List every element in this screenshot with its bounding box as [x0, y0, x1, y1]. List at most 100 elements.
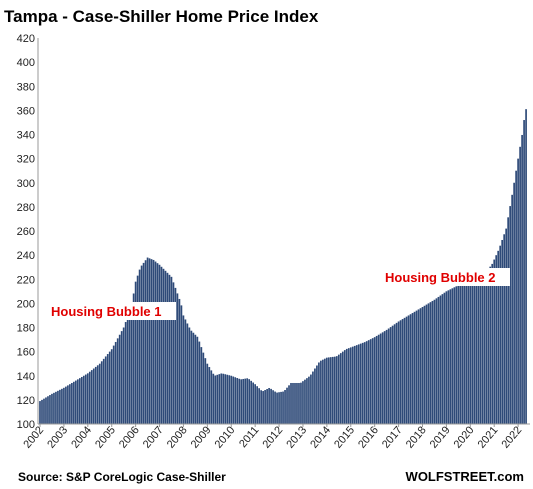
- bar: [347, 348, 350, 424]
- bar: [184, 319, 187, 424]
- bar: [182, 315, 185, 424]
- y-tick-label: 300: [17, 178, 35, 190]
- bar: [417, 309, 420, 424]
- bar: [439, 295, 442, 424]
- bar: [252, 382, 254, 424]
- bar: [294, 382, 296, 424]
- bar: [212, 373, 215, 424]
- bar: [503, 234, 506, 424]
- bar: [431, 300, 434, 424]
- bar: [176, 293, 179, 424]
- bar: [339, 353, 342, 424]
- bar: [425, 304, 428, 424]
- bar: [377, 334, 380, 424]
- bar: [361, 342, 364, 424]
- bar: [178, 298, 181, 424]
- bar: [521, 134, 523, 424]
- bar: [198, 341, 201, 424]
- x-tick-label: 2004: [69, 424, 94, 450]
- bar: [108, 351, 111, 424]
- bar: [373, 337, 376, 424]
- bar: [369, 339, 372, 424]
- bar: [445, 291, 448, 424]
- bar: [266, 389, 268, 424]
- bar: [192, 332, 195, 424]
- bar: [136, 275, 139, 424]
- bar: [491, 263, 494, 424]
- bar: [226, 374, 229, 424]
- bar: [246, 378, 249, 424]
- bar: [389, 327, 392, 424]
- bar: [80, 376, 83, 424]
- bar: [168, 274, 171, 424]
- bar: [132, 293, 135, 424]
- bar: [357, 344, 360, 424]
- bar: [429, 302, 432, 424]
- bar: [260, 390, 262, 424]
- bar: [507, 217, 509, 424]
- bar: [238, 378, 241, 424]
- bar: [65, 386, 67, 424]
- bar: [399, 320, 402, 424]
- bar: [310, 374, 312, 424]
- bar: [148, 258, 151, 424]
- bar: [268, 388, 270, 424]
- bar: [156, 263, 159, 424]
- bar: [230, 375, 233, 424]
- bar: [415, 310, 418, 424]
- bar: [395, 322, 398, 424]
- bar: [391, 325, 394, 424]
- bar: [41, 399, 43, 424]
- bar: [130, 305, 133, 424]
- y-tick-label: 360: [17, 105, 35, 117]
- bar: [501, 239, 504, 424]
- y-tick-label: 240: [17, 250, 35, 262]
- y-tick-label: 260: [17, 226, 35, 238]
- bar: [126, 316, 129, 424]
- bar: [164, 270, 167, 424]
- bar: [222, 373, 225, 424]
- bar: [278, 392, 280, 424]
- bar: [467, 281, 470, 424]
- y-tick-label: 120: [17, 395, 35, 407]
- bar: [224, 374, 227, 424]
- bar: [82, 375, 85, 424]
- annotation-housing-bubble-1: Housing Bubble 1: [46, 302, 176, 320]
- bar: [146, 257, 149, 424]
- bar: [210, 370, 213, 424]
- bar: [353, 345, 356, 424]
- bar: [47, 396, 49, 424]
- bar: [475, 278, 478, 424]
- bar: [162, 268, 165, 424]
- bar: [308, 376, 310, 424]
- bar: [202, 352, 205, 424]
- bar: [465, 282, 468, 424]
- bar: [519, 146, 521, 425]
- bar: [276, 392, 278, 424]
- bar: [479, 275, 482, 424]
- bar: [330, 357, 332, 424]
- bar: [55, 391, 57, 424]
- bar: [144, 260, 147, 424]
- bar: [208, 367, 211, 424]
- bar: [134, 281, 137, 424]
- bar: [469, 280, 472, 424]
- bar: [256, 386, 258, 424]
- bar: [379, 333, 382, 424]
- bar: [67, 385, 69, 424]
- bar: [371, 338, 374, 424]
- bar: [449, 289, 452, 424]
- bar: [337, 354, 340, 424]
- bar: [234, 377, 237, 424]
- bar: [332, 356, 334, 424]
- bar: [154, 261, 157, 424]
- bar: [511, 194, 513, 424]
- bar: [254, 384, 256, 424]
- bar: [312, 371, 314, 424]
- bar: [365, 341, 368, 424]
- bar: [244, 378, 247, 424]
- bar: [427, 303, 430, 425]
- bar: [264, 390, 266, 424]
